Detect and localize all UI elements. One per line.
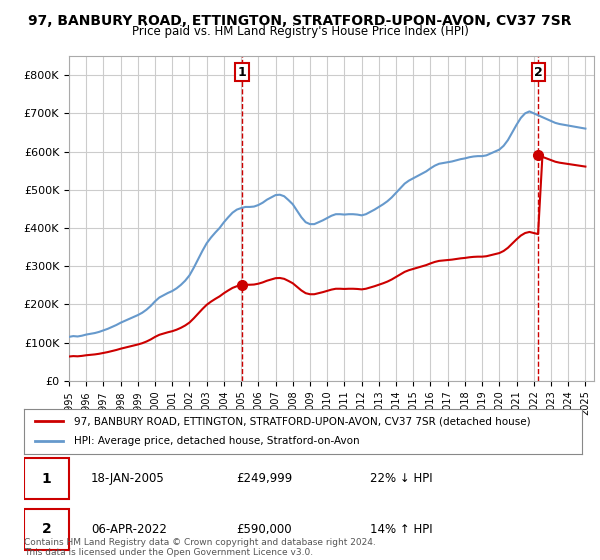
Text: 97, BANBURY ROAD, ETTINGTON, STRATFORD-UPON-AVON, CV37 7SR: 97, BANBURY ROAD, ETTINGTON, STRATFORD-U… [28,14,572,28]
Text: 2: 2 [534,66,543,79]
Text: 1: 1 [238,66,246,79]
Text: 18-JAN-2005: 18-JAN-2005 [91,472,165,486]
Text: 2: 2 [41,522,51,536]
Text: 06-APR-2022: 06-APR-2022 [91,522,167,536]
Text: £249,999: £249,999 [236,472,292,486]
FancyBboxPatch shape [24,508,68,550]
Text: Price paid vs. HM Land Registry's House Price Index (HPI): Price paid vs. HM Land Registry's House … [131,25,469,38]
Text: 14% ↑ HPI: 14% ↑ HPI [370,522,433,536]
Text: 22% ↓ HPI: 22% ↓ HPI [370,472,433,486]
FancyBboxPatch shape [24,458,68,500]
Text: Contains HM Land Registry data © Crown copyright and database right 2024.
This d: Contains HM Land Registry data © Crown c… [24,538,376,557]
Text: 1: 1 [41,472,51,486]
Text: HPI: Average price, detached house, Stratford-on-Avon: HPI: Average price, detached house, Stra… [74,436,360,446]
Text: 97, BANBURY ROAD, ETTINGTON, STRATFORD-UPON-AVON, CV37 7SR (detached house): 97, BANBURY ROAD, ETTINGTON, STRATFORD-U… [74,416,531,426]
Text: £590,000: £590,000 [236,522,292,536]
